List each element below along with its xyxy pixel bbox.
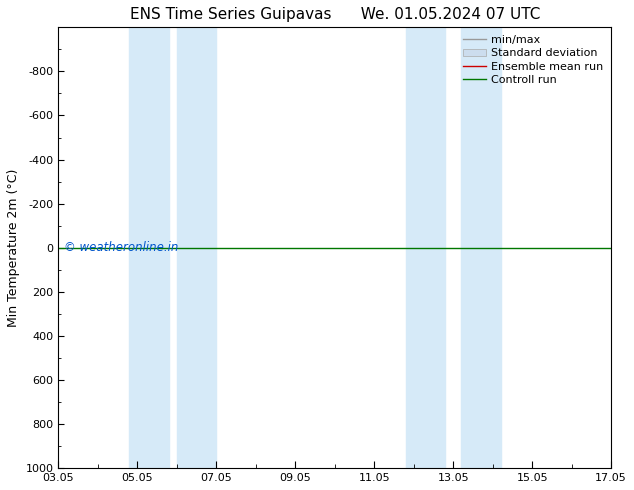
- Y-axis label: Min Temperature 2m (°C): Min Temperature 2m (°C): [7, 169, 20, 327]
- Legend: min/max, Standard deviation, Ensemble mean run, Controll run: min/max, Standard deviation, Ensemble me…: [459, 30, 608, 90]
- Text: © weatheronline.in: © weatheronline.in: [64, 241, 178, 254]
- Bar: [461, 27, 501, 468]
- Title: ENS Time Series Guipavas      We. 01.05.2024 07 UTC: ENS Time Series Guipavas We. 01.05.2024 …: [129, 7, 540, 22]
- Bar: [406, 27, 445, 468]
- Bar: [129, 27, 169, 468]
- Bar: [177, 27, 216, 468]
